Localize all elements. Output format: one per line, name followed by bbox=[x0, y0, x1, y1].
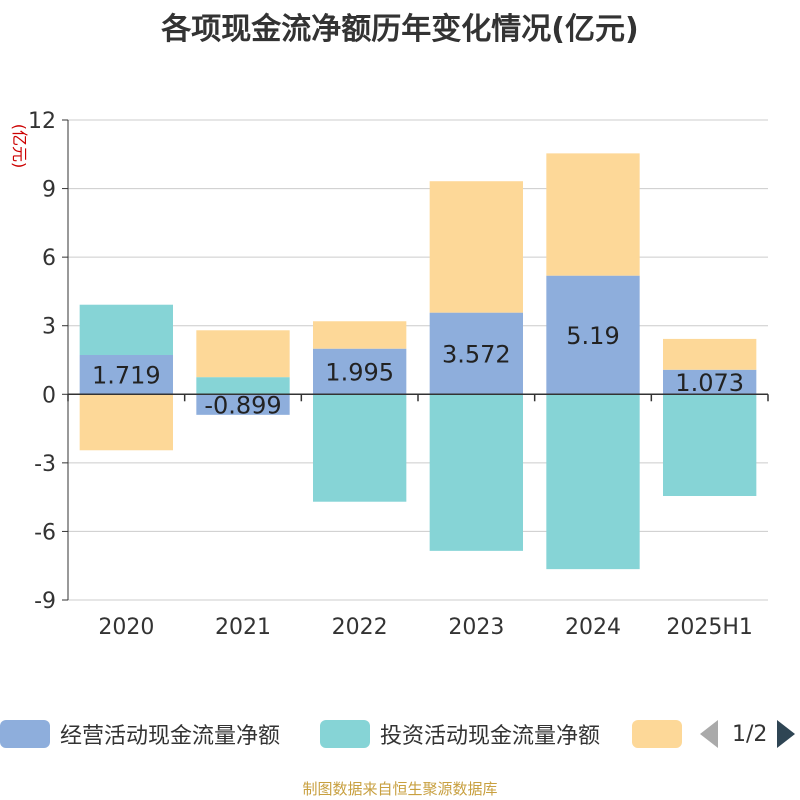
legend-swatch-operating bbox=[0, 720, 50, 748]
bar-series-1 bbox=[313, 394, 407, 502]
bar-series-2 bbox=[313, 321, 407, 349]
x-tick-label: 2022 bbox=[332, 615, 388, 640]
legend-label-operating: 经营活动现金流量净额 bbox=[60, 724, 281, 749]
bar-chart: 12 9 6 3 0 -3 -6 -9 (亿元) 1.719 -0.899 1.995 3.572 5.1… bbox=[10, 109, 769, 640]
bar-series-2 bbox=[196, 330, 290, 378]
legend-swatch-investing bbox=[320, 720, 370, 748]
x-tick-label: 2024 bbox=[565, 615, 621, 640]
legend-item-operating[interactable]: 经营活动现金流量净额 bbox=[0, 716, 280, 752]
bar-series-1 bbox=[546, 394, 640, 570]
source-note: 制图数据来自恒生聚源数据库 bbox=[302, 780, 498, 798]
bar-series-0 bbox=[196, 394, 290, 415]
data-label: -0.899 bbox=[204, 392, 281, 420]
y-tick-label: -3 bbox=[34, 452, 56, 477]
bar-series-0 bbox=[313, 348, 407, 395]
data-label: 5.19 bbox=[566, 322, 619, 350]
x-tick-label: 2023 bbox=[448, 615, 504, 640]
pager-text: 1/2 bbox=[732, 721, 768, 747]
bar-series-1 bbox=[429, 394, 523, 551]
legend-label-investing: 投资活动现金流量净额 bbox=[380, 724, 601, 749]
legend-item-investing[interactable]: 投资活动现金流量净额 bbox=[320, 716, 600, 752]
y-axis-label: (亿元) bbox=[10, 124, 29, 169]
bar-series-0 bbox=[663, 369, 757, 395]
legend: 经营活动现金流量净额 投资活动现金流量净额 1/2 bbox=[0, 716, 800, 752]
y-tick-label: -6 bbox=[34, 520, 56, 545]
bar-series-2 bbox=[546, 153, 640, 276]
bar-series-2 bbox=[79, 394, 173, 451]
bar-series-1 bbox=[196, 377, 290, 395]
bar-series-2 bbox=[429, 181, 523, 313]
bar-series-0 bbox=[546, 275, 640, 395]
x-tick-label: 2020 bbox=[98, 615, 154, 640]
x-tick-label: 2021 bbox=[215, 615, 271, 640]
y-tick-label: 12 bbox=[28, 109, 56, 134]
x-tick-label: 2025H1 bbox=[666, 615, 753, 640]
bar-series-1 bbox=[663, 394, 757, 496]
pager-prev-icon[interactable] bbox=[700, 720, 718, 748]
y-tick-label: 0 bbox=[42, 383, 56, 408]
y-tick-label: 6 bbox=[42, 246, 56, 271]
data-label: 1.073 bbox=[675, 369, 744, 397]
data-label: 3.572 bbox=[442, 340, 511, 368]
bar-series-0 bbox=[79, 354, 173, 395]
legend-pager: 1/2 bbox=[700, 716, 796, 752]
bar-series-0 bbox=[429, 312, 523, 395]
pager-next-icon[interactable] bbox=[777, 720, 796, 748]
data-label: 1.719 bbox=[92, 362, 161, 390]
bar-series-2 bbox=[663, 338, 757, 370]
bar-series-1 bbox=[79, 304, 173, 355]
y-tick-label: -9 bbox=[34, 589, 56, 614]
legend-swatch-third bbox=[632, 720, 682, 748]
data-label: 1.995 bbox=[325, 358, 394, 386]
chart-title: 各项现金流净额历年变化情况(亿元) bbox=[161, 12, 639, 47]
y-tick-label: 9 bbox=[42, 178, 56, 203]
y-tick-label: 3 bbox=[42, 315, 56, 340]
legend-item-third[interactable] bbox=[632, 716, 682, 752]
